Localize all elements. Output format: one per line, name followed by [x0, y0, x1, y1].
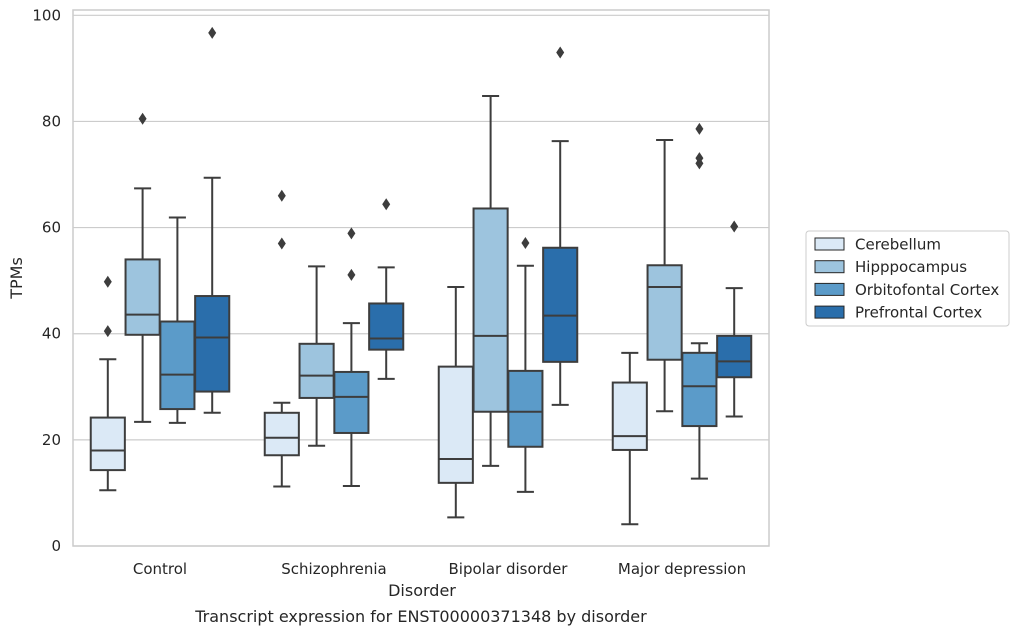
box-iqr: [89, 416, 126, 472]
box-iqr: [194, 295, 231, 393]
box-group: [368, 198, 405, 380]
x-axis-title: Disorder: [388, 581, 456, 600]
box-iqr: [611, 381, 648, 451]
outlier-point: [103, 325, 112, 338]
box-iqr: [124, 258, 161, 336]
legend-label: Orbitofontal Cortex: [855, 281, 999, 299]
box-group: [681, 122, 718, 480]
legend-swatch: [814, 237, 845, 251]
box-iqr: [542, 246, 579, 363]
outlier-point: [556, 46, 565, 59]
outlier-point: [277, 189, 286, 202]
box-group: [646, 139, 683, 413]
outlier-point: [695, 122, 704, 135]
outlier-point: [208, 26, 217, 39]
box-group: [333, 227, 370, 488]
y-tick-label: 60: [42, 219, 61, 237]
y-tick-label: 20: [42, 431, 61, 449]
x-tick-label: Major depression: [618, 560, 746, 578]
box-iqr: [646, 264, 683, 361]
legend: Cerebellum Hipppocampus Orbitofontal Corte…: [805, 230, 1010, 327]
box-group: [159, 216, 196, 424]
box-group: [507, 236, 544, 493]
outlier-point: [347, 227, 356, 240]
box-iqr: [437, 365, 474, 484]
outlier-point: [695, 152, 704, 165]
plot-frame: [72, 9, 770, 547]
outlier-point: [277, 237, 286, 250]
y-tick-label: 40: [42, 325, 61, 343]
box-iqr: [472, 207, 509, 413]
box-group: [298, 265, 335, 447]
box-iqr: [681, 351, 718, 428]
box-iqr: [159, 320, 196, 411]
box-iqr: [716, 334, 753, 379]
y-tick-label: 80: [42, 112, 61, 130]
y-tick-label: 0: [51, 537, 61, 555]
box-group: [542, 46, 579, 406]
y-tick-labels: 0 20 40 60 80 100: [32, 6, 61, 555]
box-group: [437, 286, 474, 519]
box-group: [124, 112, 161, 423]
y-axis-title: TPMs: [7, 257, 26, 300]
box-group: [89, 275, 126, 492]
chart-title: Transcript expression for ENST0000037134…: [194, 607, 647, 626]
box-iqr: [263, 411, 300, 457]
legend-label: Hipppocampus: [855, 258, 967, 276]
box-iqr: [333, 370, 370, 434]
outlier-point: [103, 275, 112, 288]
outlier-point: [521, 236, 530, 249]
outlier-point: [382, 198, 391, 211]
boxes: [89, 26, 753, 526]
x-tick-label: Bipolar disorder: [449, 560, 569, 578]
box-group: [472, 94, 509, 467]
x-tick-label: Schizophrenia: [281, 560, 386, 578]
legend-swatch: [814, 282, 845, 296]
y-tick-label: 100: [32, 6, 61, 24]
legend-swatch: [814, 305, 845, 319]
legend-frame: [805, 230, 1010, 327]
box-group: [263, 189, 300, 488]
legend-label: Cerebellum: [855, 236, 941, 254]
box-iqr: [507, 369, 544, 448]
x-tick-labels: Control Schizophrenia Bipolar disorder Majo…: [133, 560, 746, 578]
box-group: [716, 220, 753, 418]
outlier-point: [347, 268, 356, 281]
outlier-point: [730, 220, 739, 233]
outlier-point: [138, 112, 147, 125]
legend-swatch: [814, 260, 845, 274]
box-iqr: [298, 342, 335, 399]
x-tick-label: Control: [133, 560, 187, 578]
box-group: [194, 26, 231, 414]
box-group: [611, 351, 648, 526]
legend-label: Prefrontal Cortex: [855, 304, 982, 322]
box-iqr: [368, 302, 405, 351]
